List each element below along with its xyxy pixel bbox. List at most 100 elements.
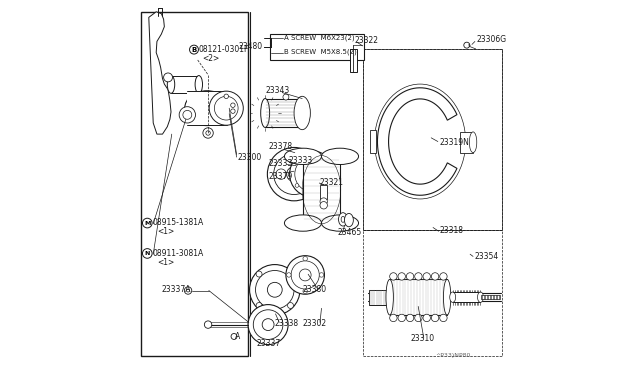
Ellipse shape — [469, 132, 477, 153]
Circle shape — [291, 261, 319, 289]
Ellipse shape — [330, 169, 336, 173]
Circle shape — [295, 180, 306, 190]
Circle shape — [230, 103, 235, 108]
Bar — [265, 99, 302, 128]
Text: 23465: 23465 — [337, 228, 362, 237]
Ellipse shape — [330, 185, 336, 189]
Text: 23343: 23343 — [266, 86, 290, 95]
Bar — [303, 156, 340, 223]
Circle shape — [224, 94, 228, 99]
Ellipse shape — [477, 292, 483, 302]
Circle shape — [250, 264, 300, 315]
Text: 23333: 23333 — [269, 158, 293, 167]
Circle shape — [330, 172, 333, 176]
Circle shape — [206, 131, 211, 135]
Ellipse shape — [260, 99, 269, 128]
Text: 23319N: 23319N — [439, 138, 469, 147]
Circle shape — [248, 305, 288, 344]
Text: 23322: 23322 — [354, 36, 378, 45]
Ellipse shape — [406, 314, 414, 322]
Bar — [363, 49, 502, 231]
Circle shape — [287, 273, 291, 277]
Ellipse shape — [330, 188, 336, 193]
Circle shape — [286, 256, 324, 294]
Ellipse shape — [326, 176, 331, 184]
Text: 23337: 23337 — [257, 339, 281, 349]
Bar — [141, 12, 248, 356]
Circle shape — [287, 167, 301, 182]
Ellipse shape — [440, 314, 447, 322]
Text: 23378: 23378 — [269, 142, 293, 151]
Circle shape — [303, 289, 307, 294]
Bar — [363, 231, 502, 356]
Circle shape — [303, 256, 307, 261]
Circle shape — [276, 169, 286, 179]
Ellipse shape — [284, 215, 321, 231]
Ellipse shape — [339, 213, 348, 226]
Text: 23333: 23333 — [289, 155, 313, 164]
Circle shape — [295, 161, 299, 165]
Ellipse shape — [431, 314, 439, 322]
Circle shape — [319, 273, 324, 277]
Text: <2>: <2> — [202, 54, 220, 63]
Ellipse shape — [189, 95, 225, 121]
Bar — [481, 295, 500, 299]
Circle shape — [214, 96, 238, 120]
Polygon shape — [370, 131, 376, 153]
Text: 08121-0301F: 08121-0301F — [199, 45, 249, 54]
Circle shape — [274, 154, 314, 195]
Bar — [452, 292, 481, 302]
Text: A: A — [235, 332, 240, 341]
Circle shape — [464, 42, 470, 48]
Circle shape — [209, 91, 243, 125]
Text: 08915-1381A: 08915-1381A — [152, 218, 204, 227]
Text: A SCREW  M6X23(2): A SCREW M6X23(2) — [284, 35, 355, 41]
Circle shape — [320, 202, 328, 209]
Text: 23310: 23310 — [410, 334, 435, 343]
Ellipse shape — [450, 292, 456, 302]
Bar — [369, 290, 387, 305]
Bar — [363, 49, 502, 231]
Ellipse shape — [398, 273, 405, 280]
Ellipse shape — [321, 148, 358, 164]
Circle shape — [320, 198, 328, 205]
Ellipse shape — [423, 314, 431, 322]
Ellipse shape — [321, 215, 358, 231]
Circle shape — [283, 94, 289, 100]
Ellipse shape — [431, 273, 439, 280]
Bar — [390, 279, 447, 315]
Ellipse shape — [330, 177, 336, 181]
Ellipse shape — [423, 273, 431, 280]
Text: 23380: 23380 — [303, 285, 327, 294]
Circle shape — [231, 334, 237, 339]
Circle shape — [253, 310, 283, 339]
Bar — [320, 185, 326, 199]
Circle shape — [295, 156, 330, 192]
Text: B SCREW  M5X8.5(2): B SCREW M5X8.5(2) — [284, 49, 356, 55]
Circle shape — [204, 321, 212, 328]
Ellipse shape — [440, 273, 447, 280]
Ellipse shape — [185, 91, 229, 126]
Ellipse shape — [330, 180, 336, 185]
Circle shape — [184, 287, 192, 294]
Bar — [171, 76, 199, 93]
Ellipse shape — [324, 173, 333, 187]
Circle shape — [300, 269, 311, 281]
Text: 08911-3081A: 08911-3081A — [152, 249, 204, 258]
Circle shape — [262, 319, 274, 331]
Text: M: M — [144, 221, 150, 225]
Text: <1>: <1> — [157, 258, 174, 267]
Circle shape — [290, 151, 335, 197]
Ellipse shape — [415, 273, 422, 280]
Circle shape — [317, 154, 321, 158]
Ellipse shape — [398, 314, 405, 322]
Polygon shape — [326, 158, 333, 173]
Ellipse shape — [386, 279, 394, 315]
Circle shape — [230, 109, 235, 113]
Text: B: B — [191, 46, 196, 52]
Text: 23337A: 23337A — [161, 285, 191, 294]
Text: ^P33)NP80: ^P33)NP80 — [436, 353, 471, 358]
Circle shape — [255, 270, 294, 309]
Text: 23300: 23300 — [237, 153, 262, 161]
Ellipse shape — [406, 273, 414, 280]
